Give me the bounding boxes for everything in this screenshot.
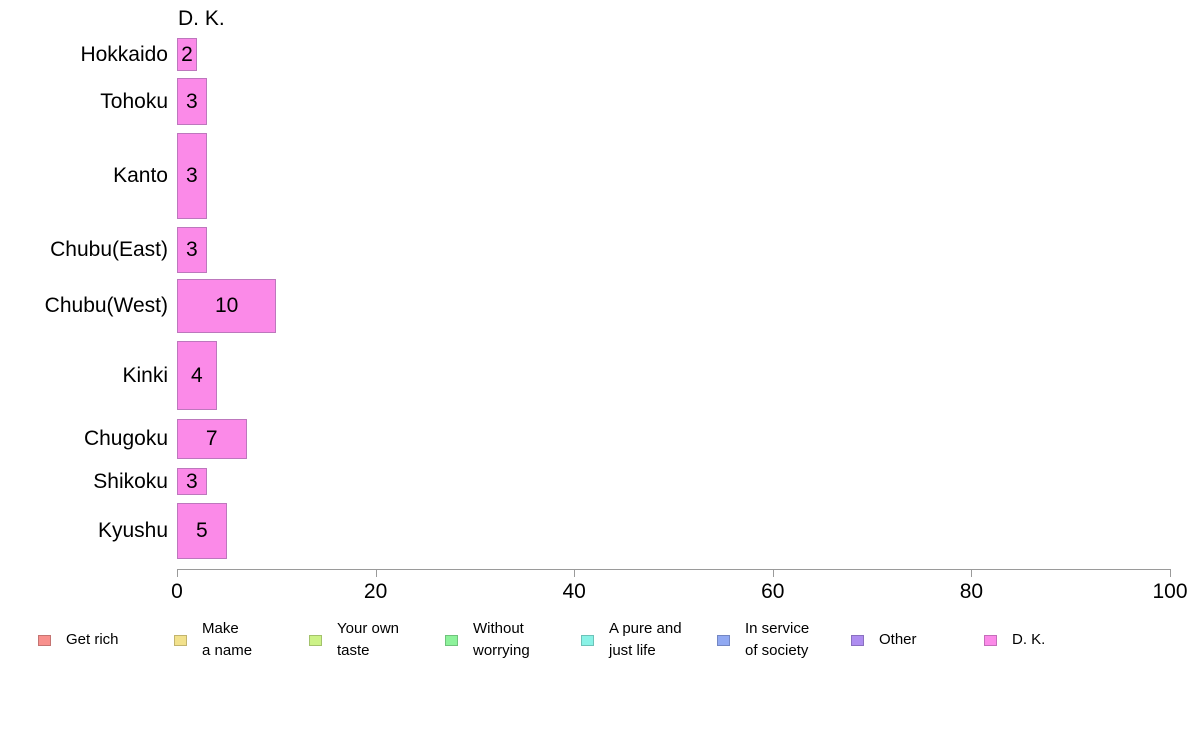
category-label-hokkaido: Hokkaido [80, 42, 168, 66]
legend-label-in-service-of-society: In service of society [745, 620, 810, 659]
x-tick-label-40: 40 [562, 580, 586, 603]
legend-swatch-make-a-name [174, 634, 187, 646]
bar-kinki: 4 [177, 341, 217, 410]
category-label-shikoku: Shikoku [93, 469, 168, 493]
x-tick-label-100: 100 [1152, 580, 1188, 603]
legend-label-other: Other [879, 631, 917, 648]
legend-swatch-get-rich [38, 634, 51, 646]
x-axis-tick-40 [574, 570, 576, 577]
legend-swatch-without-worrying [445, 634, 458, 646]
x-axis-tick-0 [177, 570, 178, 577]
legend-swatch-other [851, 634, 864, 646]
bar-chugoku: 7 [177, 419, 247, 459]
bar-value-chubu-east: 3 [186, 238, 198, 261]
legend-label-your-own-taste: Your own taste [337, 620, 399, 659]
bar-value-kinki: 4 [191, 363, 203, 387]
legend-item-get-rich: Get rich [38, 618, 119, 662]
x-tick-label-60: 60 [761, 580, 785, 603]
bar-value-kyushu: 5 [195, 519, 208, 542]
bar-chubu-east: 3 [177, 227, 207, 273]
bar-value-shikoku: 3 [186, 469, 198, 493]
x-axis-tick-100 [1170, 570, 1171, 577]
legend-item-in-service-of-society: In service of society [717, 618, 809, 662]
x-axis-tick-20 [375, 570, 377, 577]
category-label-kyushu: Kyushu [97, 519, 168, 542]
category-label-kinki: Kinki [122, 363, 168, 387]
bar-tohoku: 3 [177, 78, 207, 125]
bar-value-kanto: 3 [186, 164, 198, 187]
legend-label-d-k: D. K. [1012, 631, 1046, 648]
chart-title: D. K. [178, 7, 225, 30]
legend-item-make-a-name: Make a name [174, 618, 252, 662]
category-label-chubu-west: Chubu(West) [44, 294, 168, 317]
legend-item-d-k: D. K. [984, 618, 1045, 662]
legend-label-a-pure-and-just-life: A pure and just life [609, 620, 682, 659]
x-tick-label-0: 0 [171, 580, 183, 603]
legend-label-without-worrying: Without worrying [473, 620, 530, 659]
bar-value-hokkaido: 2 [181, 42, 193, 66]
legend-item-other: Other [851, 618, 917, 662]
bar-chubu-west: 10 [177, 279, 277, 333]
legend-swatch-your-own-taste [309, 634, 322, 646]
bar-kanto: 3 [177, 133, 207, 219]
category-label-chubu-east: Chubu(East) [50, 238, 168, 261]
legend-swatch-in-service-of-society [717, 634, 730, 646]
x-axis-tick-60 [772, 570, 774, 577]
bar-value-chugoku: 7 [205, 427, 218, 450]
x-tick-label-80: 80 [959, 580, 984, 603]
legend-item-your-own-taste: Your own taste [309, 618, 399, 662]
legend-swatch-d-k [984, 634, 997, 646]
category-label-tohoku: Tohoku [100, 89, 168, 113]
legend-label-make-a-name: Make a name [202, 620, 253, 659]
legend-item-a-pure-and-just-life: A pure and just life [581, 618, 682, 662]
category-label-kanto: Kanto [113, 164, 168, 187]
legend-item-without-worrying: Without worrying [445, 618, 530, 662]
x-axis-line [177, 569, 1171, 570]
bar-hokkaido: 2 [177, 38, 197, 71]
x-axis-tick-80 [971, 570, 973, 577]
legend-swatch-a-pure-and-just-life [581, 634, 594, 646]
bar-value-tohoku: 3 [186, 89, 198, 113]
legend-label-get-rich: Get rich [66, 631, 119, 648]
category-label-chugoku: Chugoku [83, 427, 168, 450]
bar-kyushu: 5 [177, 503, 227, 559]
x-tick-label-20: 20 [363, 580, 388, 603]
bar-value-chubu-west: 10 [214, 294, 239, 317]
bar-shikoku: 3 [177, 468, 207, 495]
